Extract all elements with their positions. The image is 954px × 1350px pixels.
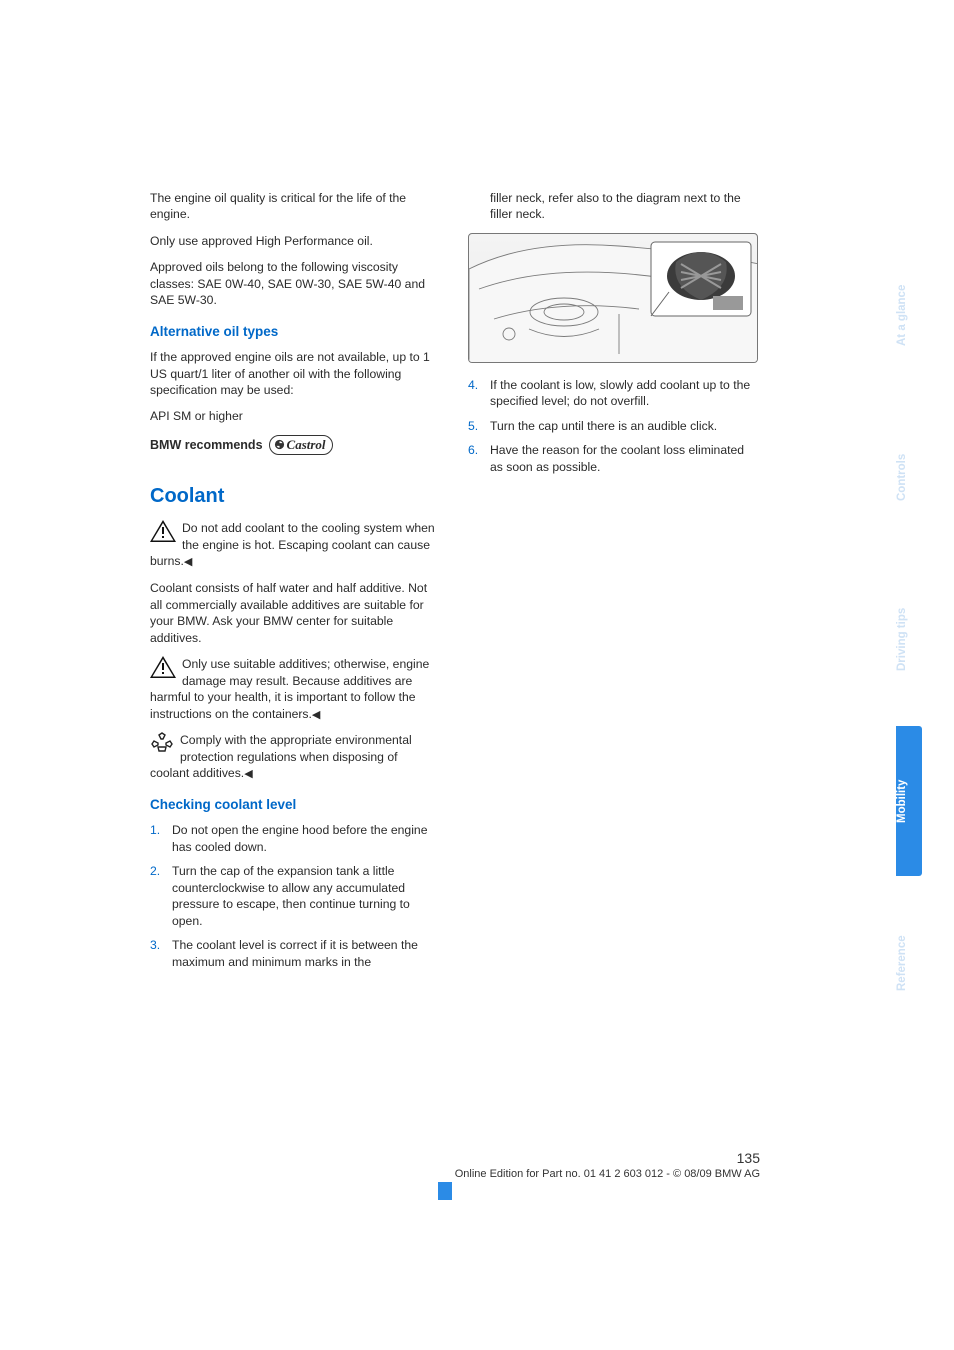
tab-mobility[interactable]: Mobility xyxy=(896,726,922,876)
list-text: Have the reason for the coolant loss eli… xyxy=(490,442,758,475)
list-item: 6. Have the reason for the coolant loss … xyxy=(468,442,758,475)
warning-block-hot-coolant: Do not add coolant to the cooling system… xyxy=(150,520,440,570)
bmw-recommends-line: BMW recommends Castrol xyxy=(150,435,440,456)
list-item: 3. The coolant level is correct if it is… xyxy=(150,937,440,970)
page-content: The engine oil quality is critical for t… xyxy=(0,0,954,978)
environment-text: Comply with the appropriate environmenta… xyxy=(150,733,412,780)
footer-accent-bar xyxy=(438,1182,452,1200)
recycle-icon xyxy=(150,732,174,758)
tab-at-a-glance[interactable]: At a glance xyxy=(896,240,922,390)
paragraph: API SM or higher xyxy=(150,408,440,424)
warning-text: Only use suitable additives; otherwise, … xyxy=(150,657,429,720)
environment-note: Comply with the appropriate environmenta… xyxy=(150,732,440,782)
two-column-layout: The engine oil quality is critical for t… xyxy=(150,190,914,978)
list-number: 3. xyxy=(150,937,172,970)
castrol-logo: Castrol xyxy=(269,435,333,456)
tab-controls[interactable]: Controls xyxy=(896,402,922,552)
side-tabs: At a glance Controls Driving tips Mobili… xyxy=(896,240,922,1038)
list-text: Turn the cap until there is an audible c… xyxy=(490,418,717,434)
list-item: 5. Turn the cap until there is an audibl… xyxy=(468,418,758,434)
list-text: If the coolant is low, slowly add coolan… xyxy=(490,377,758,410)
paragraph: If the approved engine oils are not avai… xyxy=(150,349,440,398)
paragraph: Approved oils belong to the following vi… xyxy=(150,259,440,308)
list-item: 1. Do not open the engine hood before th… xyxy=(150,822,440,855)
page-number: 135 xyxy=(150,1150,760,1166)
list-number: 6. xyxy=(468,442,490,475)
warning-text: Do not add coolant to the cooling system… xyxy=(150,521,435,568)
end-mark-icon: ◀ xyxy=(184,556,192,568)
paragraph-continuation: filler neck, refer also to the diagram n… xyxy=(490,190,758,223)
page-footer: 135 Online Edition for Part no. 01 41 2 … xyxy=(150,1150,760,1180)
end-mark-icon: ◀ xyxy=(312,709,320,721)
list-item: 2. Turn the cap of the expansion tank a … xyxy=(150,863,440,929)
end-mark-icon: ◀ xyxy=(244,768,252,780)
list-number: 5. xyxy=(468,418,490,434)
coolant-tank-diagram xyxy=(468,233,758,363)
recommends-label: BMW recommends xyxy=(150,437,263,454)
list-text: Do not open the engine hood before the e… xyxy=(172,822,440,855)
heading-checking-coolant: Checking coolant level xyxy=(150,796,440,814)
tab-driving-tips[interactable]: Driving tips xyxy=(896,564,922,714)
list-text: Turn the cap of the expansion tank a lit… xyxy=(172,863,440,929)
paragraph: Only use approved High Performance oil. xyxy=(150,233,440,249)
list-number: 4. xyxy=(468,377,490,410)
paragraph: The engine oil quality is critical for t… xyxy=(150,190,440,223)
list-number: 1. xyxy=(150,822,172,855)
left-column: The engine oil quality is critical for t… xyxy=(150,190,440,978)
heading-coolant: Coolant xyxy=(150,483,440,510)
warning-icon xyxy=(150,656,176,682)
footer-line: Online Edition for Part no. 01 41 2 603 … xyxy=(455,1168,760,1180)
list-number: 2. xyxy=(150,863,172,929)
list-item: 4. If the coolant is low, slowly add coo… xyxy=(468,377,758,410)
castrol-swirl-icon xyxy=(274,439,285,450)
castrol-text: Castrol xyxy=(287,436,326,454)
right-column: filler neck, refer also to the diagram n… xyxy=(468,190,758,978)
warning-icon xyxy=(150,520,176,546)
heading-alternative-oil: Alternative oil types xyxy=(150,323,440,341)
list-text: The coolant level is correct if it is be… xyxy=(172,937,440,970)
warning-block-additives: Only use suitable additives; otherwise, … xyxy=(150,656,440,722)
tab-reference[interactable]: Reference xyxy=(896,888,922,1038)
paragraph: Coolant consists of half water and half … xyxy=(150,580,440,646)
